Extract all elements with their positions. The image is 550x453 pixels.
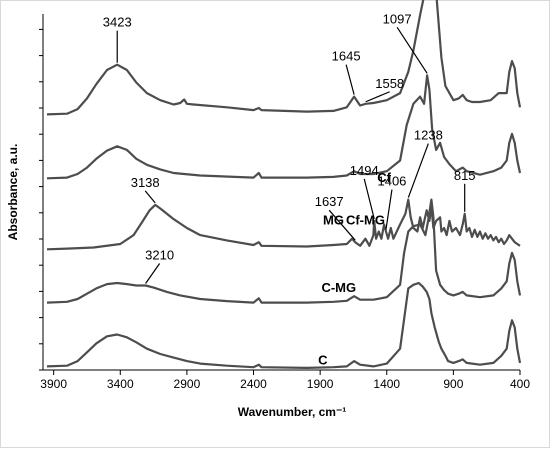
series-line-cf xyxy=(46,0,522,116)
x-axis-title: Wavenumber, cm⁻¹ xyxy=(238,405,347,419)
x-tick-label: 2900 xyxy=(174,377,201,391)
axes: 3900 3400 2900 2400 1900 1400 900 400 xyxy=(39,14,530,391)
series-label-cf-mg: Cf-MG xyxy=(346,212,385,227)
annotation-leader xyxy=(407,143,429,198)
x-tick-label: 2400 xyxy=(240,377,267,391)
annotation-leader xyxy=(385,189,393,230)
x-tick-label: 1400 xyxy=(373,377,400,391)
series-line-c xyxy=(46,281,522,369)
series-lines xyxy=(46,0,522,369)
peak-label-3210: 3210 xyxy=(145,248,174,263)
series-line-cf-mg xyxy=(46,74,522,180)
annotation-leader xyxy=(145,263,161,284)
peak-annotations: 3423106516451558109731381637149414061238… xyxy=(103,11,476,284)
x-tick-label: 400 xyxy=(510,377,530,391)
peak-label-815: 815 xyxy=(454,168,476,183)
annotation-leader xyxy=(363,178,375,220)
peak-label-1238: 1238 xyxy=(414,128,443,143)
series-label-c: C xyxy=(318,353,328,368)
peak-label-1637: 1637 xyxy=(315,194,344,209)
series-line-c-mg xyxy=(46,198,522,304)
series-label-cf: Cf xyxy=(377,170,391,185)
annotation-leader xyxy=(396,27,428,74)
y-axis-title: Absorbance, a.u. xyxy=(6,144,20,241)
x-tick-label: 3400 xyxy=(107,377,134,391)
peak-label-1558: 1558 xyxy=(375,76,404,91)
annotation-leader xyxy=(345,64,355,95)
annotation-leader xyxy=(328,209,356,241)
peak-label-3423: 3423 xyxy=(103,15,132,30)
peak-label-1645: 1645 xyxy=(332,49,361,64)
annotation-leader xyxy=(144,190,156,204)
x-tick-label: 3900 xyxy=(40,377,67,391)
peak-label-1406: 1406 xyxy=(377,174,406,189)
series-label-c-mg: C-MG xyxy=(321,280,356,295)
series-line-mg xyxy=(46,198,521,251)
annotation-leader xyxy=(365,91,390,103)
peak-label-1097: 1097 xyxy=(383,11,412,26)
x-tick-label: 900 xyxy=(443,377,463,391)
x-tick-label: 1900 xyxy=(307,377,334,391)
peak-label-1494: 1494 xyxy=(350,163,379,178)
series-label-mg: MG xyxy=(323,212,344,227)
peak-label-3138: 3138 xyxy=(131,175,160,190)
